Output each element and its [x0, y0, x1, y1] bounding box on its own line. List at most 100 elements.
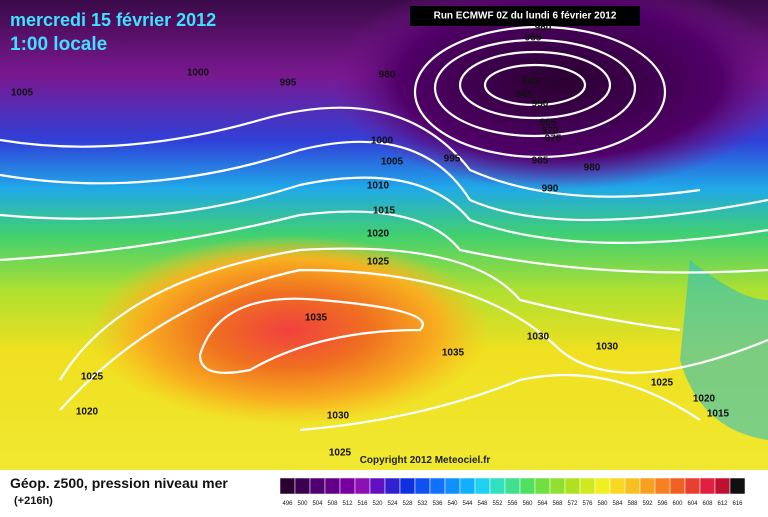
- isobar-label: 955: [525, 33, 542, 44]
- scale-swatch: [594, 477, 611, 495]
- legend-subtitle: (+216h): [14, 495, 53, 507]
- date-title: mercredi 15 février 2012: [10, 10, 216, 30]
- scale-label: 600: [672, 501, 683, 507]
- scale-label: 544: [462, 501, 473, 507]
- scale-swatch: [504, 477, 521, 495]
- scale-label: 516: [357, 501, 368, 507]
- scale-swatch: [294, 477, 311, 495]
- isobar-label: 1030: [596, 342, 619, 353]
- isobar-label: 1035: [442, 348, 465, 359]
- isobar-label: 995: [444, 154, 461, 165]
- isobar-label: 1030: [527, 332, 550, 343]
- field: [680, 260, 768, 440]
- scale-label: 504: [312, 501, 323, 507]
- scale-label: 556: [507, 501, 518, 507]
- low-field: [330, 0, 768, 190]
- isobar-label: 970: [542, 126, 559, 137]
- isobar-label: 950: [532, 99, 549, 110]
- isobar-label: 1025: [367, 257, 390, 268]
- isobar-label: 940: [522, 77, 539, 88]
- isobar-label: 960: [535, 23, 552, 34]
- high-field: [90, 235, 490, 425]
- scale-swatch: [729, 477, 746, 495]
- isobar-label: 1005: [381, 157, 404, 168]
- scale-label: 512: [342, 501, 353, 507]
- scale-swatch: [654, 477, 671, 495]
- isobar-label: 1025: [81, 372, 104, 383]
- scale-swatch: [684, 477, 701, 495]
- legend-title: Géop. z500, pression niveau mer: [10, 475, 228, 491]
- isobar-label: 980: [584, 163, 601, 174]
- scale-swatch: [624, 477, 641, 495]
- isobar-label: 1000: [187, 68, 210, 79]
- scale-label: 568: [552, 501, 563, 507]
- scale-label: 608: [702, 501, 713, 507]
- time-title: 1:00 locale: [10, 34, 107, 55]
- isobar-label: 1035: [305, 313, 328, 324]
- isobar-label: 1010: [367, 181, 390, 192]
- scale-label: 580: [597, 501, 608, 507]
- scale-swatch: [429, 477, 446, 495]
- scale-label: 572: [567, 501, 578, 507]
- isobars: [0, 25, 768, 432]
- scale-swatch: [459, 477, 476, 495]
- scale-label: 520: [372, 501, 383, 507]
- scale-label: 564: [537, 501, 548, 507]
- isobar-label: 995: [280, 78, 297, 89]
- isobar-label: 945: [516, 90, 533, 101]
- scale-swatch: [309, 477, 326, 495]
- scale-label: 592: [642, 501, 653, 507]
- isobar-label: 985: [532, 156, 549, 167]
- isobar-label: 1000: [371, 136, 394, 147]
- scale-swatch: [399, 477, 416, 495]
- scale-label: 604: [687, 501, 698, 507]
- scale-label: 548: [477, 501, 488, 507]
- isobar-label: 1020: [76, 407, 99, 418]
- scale-swatch: [339, 477, 356, 495]
- scale-label: 528: [402, 501, 413, 507]
- scale-swatch: [474, 477, 491, 495]
- scale-swatch: [444, 477, 461, 495]
- scale-swatch: [534, 477, 551, 495]
- scale-swatch: [519, 477, 536, 495]
- scale-swatch: [384, 477, 401, 495]
- isobar-label: 990: [542, 184, 559, 195]
- isobar-label: 1025: [651, 378, 674, 389]
- scale-label: 588: [627, 501, 638, 507]
- isobar-label: 1025: [329, 448, 352, 459]
- scale-swatch: [324, 477, 341, 495]
- color-scale: 496 500 504 508 512 516 520 524 528 532 536 540 544 5…: [279, 477, 746, 507]
- scale-label: 536: [432, 501, 443, 507]
- isobar-label: 975: [545, 134, 562, 145]
- scale-label: 596: [657, 501, 668, 507]
- isobar-label: 1020: [367, 229, 390, 240]
- scale-label: 532: [417, 501, 428, 507]
- scale-swatch: [609, 477, 626, 495]
- scale-swatch: [579, 477, 596, 495]
- scale-swatch: [639, 477, 656, 495]
- scale-label: 584: [612, 501, 623, 507]
- isobar-label: 1005: [11, 88, 34, 99]
- isobar-label: 1015: [373, 206, 396, 217]
- scale-swatch: [354, 477, 371, 495]
- scale-swatch: [414, 477, 431, 495]
- scale-label: 524: [387, 501, 398, 507]
- isobar-label: 1020: [693, 394, 716, 405]
- scale-label: 612: [717, 501, 728, 507]
- run-box: [410, 6, 640, 26]
- scale-swatch: [699, 477, 716, 495]
- copyright: Copyright 2012 Meteociel.fr: [360, 455, 491, 466]
- scale-label: 500: [297, 501, 308, 507]
- scale-swatch: [279, 477, 296, 495]
- scale-label: 560: [522, 501, 533, 507]
- isobar-label: 965: [540, 118, 557, 129]
- scale-swatch: [564, 477, 581, 495]
- scale-label: 552: [492, 501, 503, 507]
- isobar-label: 1030: [327, 411, 350, 422]
- scale-swatch: [714, 477, 731, 495]
- scale-swatch: [669, 477, 686, 495]
- scale-label: 616: [732, 501, 743, 507]
- scale-label: 540: [447, 501, 458, 507]
- run-label: Run ECMWF 0Z du lundi 6 février 2012: [434, 11, 617, 22]
